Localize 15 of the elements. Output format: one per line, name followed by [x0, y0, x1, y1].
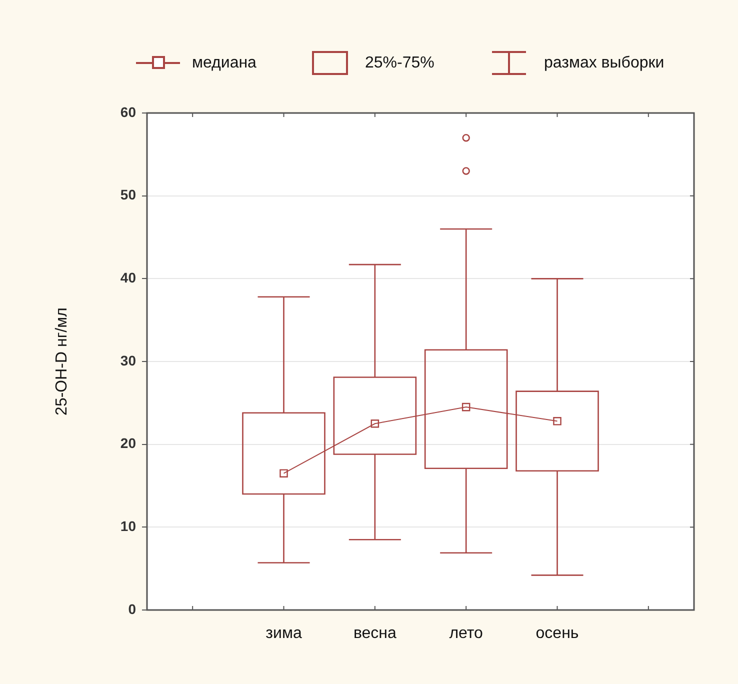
- text: размах выборки: [544, 54, 664, 72]
- y-tick-label: 0: [128, 600, 136, 617]
- legend-label: медиана: [192, 54, 257, 72]
- y-tick-label: 10: [120, 518, 136, 534]
- x-tick-label: лето: [449, 625, 484, 642]
- y-tick-label: 50: [120, 186, 136, 203]
- y-tick-label: 60: [120, 104, 136, 120]
- x-tick-label: осень: [536, 625, 579, 642]
- y-tick-label: 30: [120, 352, 136, 368]
- legend-label: 25%-75%: [365, 54, 434, 72]
- x-tick-label: весна: [353, 625, 396, 642]
- y-tick-label: 20: [120, 435, 136, 452]
- x-tick-label: зима: [266, 625, 302, 642]
- y-axis-title: 25-OH-D нг/мл: [53, 308, 70, 416]
- y-tick-label: 40: [120, 270, 136, 286]
